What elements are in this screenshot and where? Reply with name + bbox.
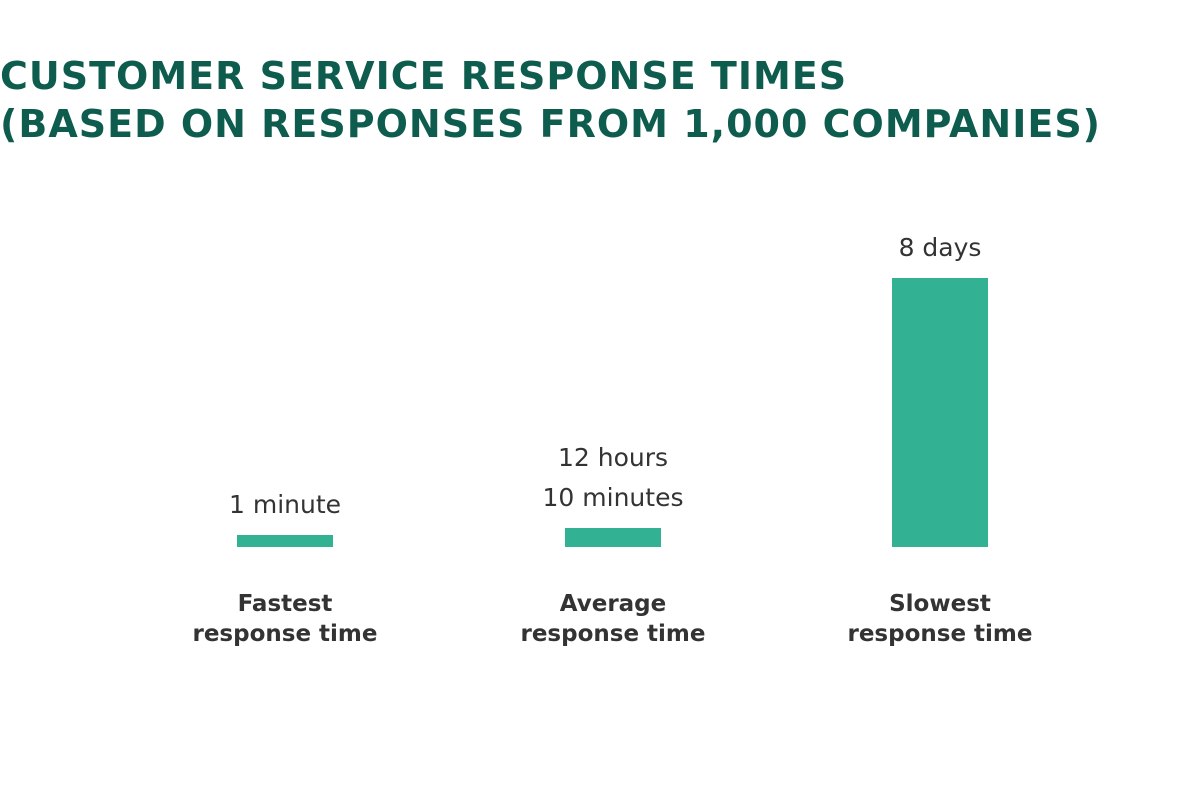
bar-0: [237, 535, 333, 547]
data-label-1-0: 12 hours: [558, 443, 668, 472]
category-label-0-0: Fastest: [238, 591, 333, 617]
data-label-0-0: 1 minute: [229, 490, 341, 519]
data-label-1-1: 10 minutes: [543, 483, 684, 512]
category-label-2-0: Slowest: [889, 591, 991, 617]
data-label-2-0: 8 days: [899, 233, 982, 262]
category-label-0-1: response time: [192, 621, 377, 647]
chart-title-line-2: (BASED ON RESPONSES FROM 1,000 COMPANIES…: [0, 102, 1102, 146]
bar-1: [565, 528, 661, 547]
chart-title-line-1: CUSTOMER SERVICE RESPONSE TIMES: [0, 54, 848, 98]
category-label-1-1: response time: [520, 621, 705, 647]
chart-title: CUSTOMER SERVICE RESPONSE TIMES (BASED O…: [0, 52, 1101, 148]
bar-2: [892, 278, 988, 547]
category-label-2-1: response time: [847, 621, 1032, 647]
category-label-1-0: Average: [560, 591, 667, 617]
